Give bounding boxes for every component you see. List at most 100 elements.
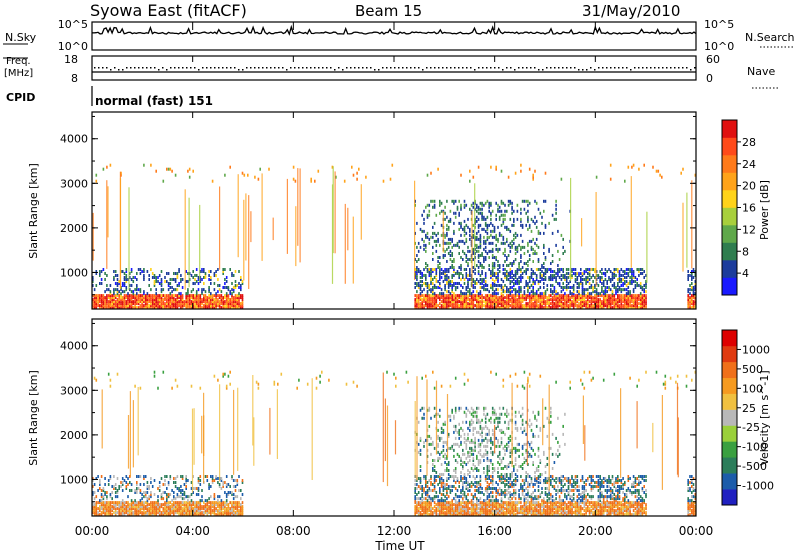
heatmap-cell — [432, 511, 434, 514]
heatmap-streak — [335, 171, 336, 253]
heatmap-cell — [525, 302, 527, 305]
heatmap-cell — [184, 501, 186, 504]
heatmap-cell — [421, 294, 423, 297]
heatmap-cell — [120, 501, 122, 504]
heatmap-cell — [504, 214, 506, 217]
heatmap-cell — [141, 270, 143, 273]
heatmap-cell — [615, 268, 617, 271]
heatmap-cell — [127, 477, 129, 480]
nave-point — [346, 67, 348, 69]
heatmap-cell — [566, 268, 568, 271]
heatmap-cell — [134, 499, 136, 502]
heatmap-cell — [421, 284, 423, 287]
heatmap-cell — [550, 284, 552, 287]
heatmap-cell — [171, 387, 173, 390]
heatmap-cell — [148, 503, 150, 506]
heatmap-cell — [231, 288, 233, 291]
heatmap-cell — [427, 489, 429, 492]
heatmap-cell — [432, 282, 434, 285]
heatmap-cell — [571, 274, 573, 277]
heatmap-cell — [228, 503, 230, 506]
heatmap-cell — [534, 200, 536, 203]
heatmap-cell — [235, 280, 237, 283]
heatmap-cell — [198, 501, 200, 504]
heatmap-cell — [460, 278, 462, 281]
heatmap-cell — [462, 493, 464, 496]
heatmap-streak — [570, 178, 571, 281]
heatmap-cell — [171, 503, 173, 506]
heatmap-cell — [173, 278, 175, 281]
cpid-row: CPID normal (fast) 151 — [6, 86, 213, 108]
freq-label-line2: [MHz] — [4, 68, 33, 79]
heatmap-cell — [594, 290, 596, 293]
heatmap-cell — [460, 471, 462, 474]
heatmap-cell — [451, 445, 453, 448]
heatmap-cell — [441, 276, 443, 279]
heatmap-cell — [527, 260, 529, 263]
heatmap-cell — [458, 499, 460, 502]
heatmap-cell — [434, 447, 436, 450]
heatmap-cell — [446, 290, 448, 293]
heatmap-cell — [552, 296, 554, 299]
heatmap-cell — [504, 296, 506, 299]
power-colorbar-label: Power [dB] — [758, 180, 771, 240]
heatmap-cell — [457, 286, 459, 289]
heatmap-cell — [451, 246, 453, 249]
heatmap-cell — [173, 272, 175, 275]
heatmap-cell — [212, 294, 214, 297]
heatmap-cell — [198, 294, 200, 297]
heatmap-cell — [420, 284, 422, 287]
nave-point — [138, 67, 140, 69]
heatmap-cell — [503, 294, 505, 297]
heatmap-cell — [356, 172, 358, 175]
heatmap-cell — [446, 501, 448, 504]
heatmap-cell — [436, 471, 438, 474]
heatmap-cell — [621, 294, 623, 297]
heatmap-cell — [437, 499, 439, 502]
heatmap-cell — [571, 268, 573, 271]
heatmap-cell — [497, 284, 499, 287]
heatmap-cell — [446, 242, 448, 245]
heatmap-cell — [194, 274, 196, 277]
heatmap-cell — [464, 268, 466, 271]
heatmap-cell — [136, 272, 138, 275]
heatmap-cell — [460, 234, 462, 237]
heatmap-cell — [532, 302, 534, 305]
heatmap-cell — [527, 210, 529, 213]
heatmap-cell — [543, 200, 545, 203]
nave-point — [590, 67, 592, 69]
heatmap-cell — [439, 437, 441, 440]
heatmap-cell — [115, 495, 117, 498]
nave-point — [186, 67, 188, 69]
heatmap-cell — [527, 228, 529, 231]
nave-point — [398, 67, 400, 69]
heatmap-cell — [538, 288, 540, 291]
heatmap-cell — [421, 407, 423, 410]
heatmap-streak — [414, 181, 415, 280]
heatmap-cell — [178, 292, 180, 295]
heatmap-cell — [96, 284, 98, 287]
heatmap-cell — [495, 256, 497, 259]
nave-point — [146, 67, 148, 69]
heatmap-cell — [680, 172, 682, 175]
heatmap-cell — [414, 479, 416, 482]
heatmap-cell — [229, 491, 231, 494]
heatmap-cell — [503, 218, 505, 221]
heatmap-cell — [233, 296, 235, 299]
heatmap-cell — [550, 298, 552, 301]
heatmap-cell — [476, 278, 478, 281]
heatmap-cell — [443, 455, 445, 458]
nave-point — [274, 67, 276, 69]
heatmap-cell — [432, 268, 434, 271]
heatmap-cell — [229, 485, 231, 488]
nave-point — [534, 67, 536, 69]
heatmap-cell — [425, 262, 427, 265]
heatmap-cell — [476, 216, 478, 219]
heatmap-cell — [429, 407, 431, 410]
heatmap-cell — [138, 268, 140, 271]
heatmap-cell — [258, 387, 260, 390]
heatmap-cell — [175, 272, 177, 275]
heatmap-cell — [689, 284, 691, 287]
heatmap-cell — [587, 288, 589, 291]
heatmap-cell — [217, 481, 219, 484]
